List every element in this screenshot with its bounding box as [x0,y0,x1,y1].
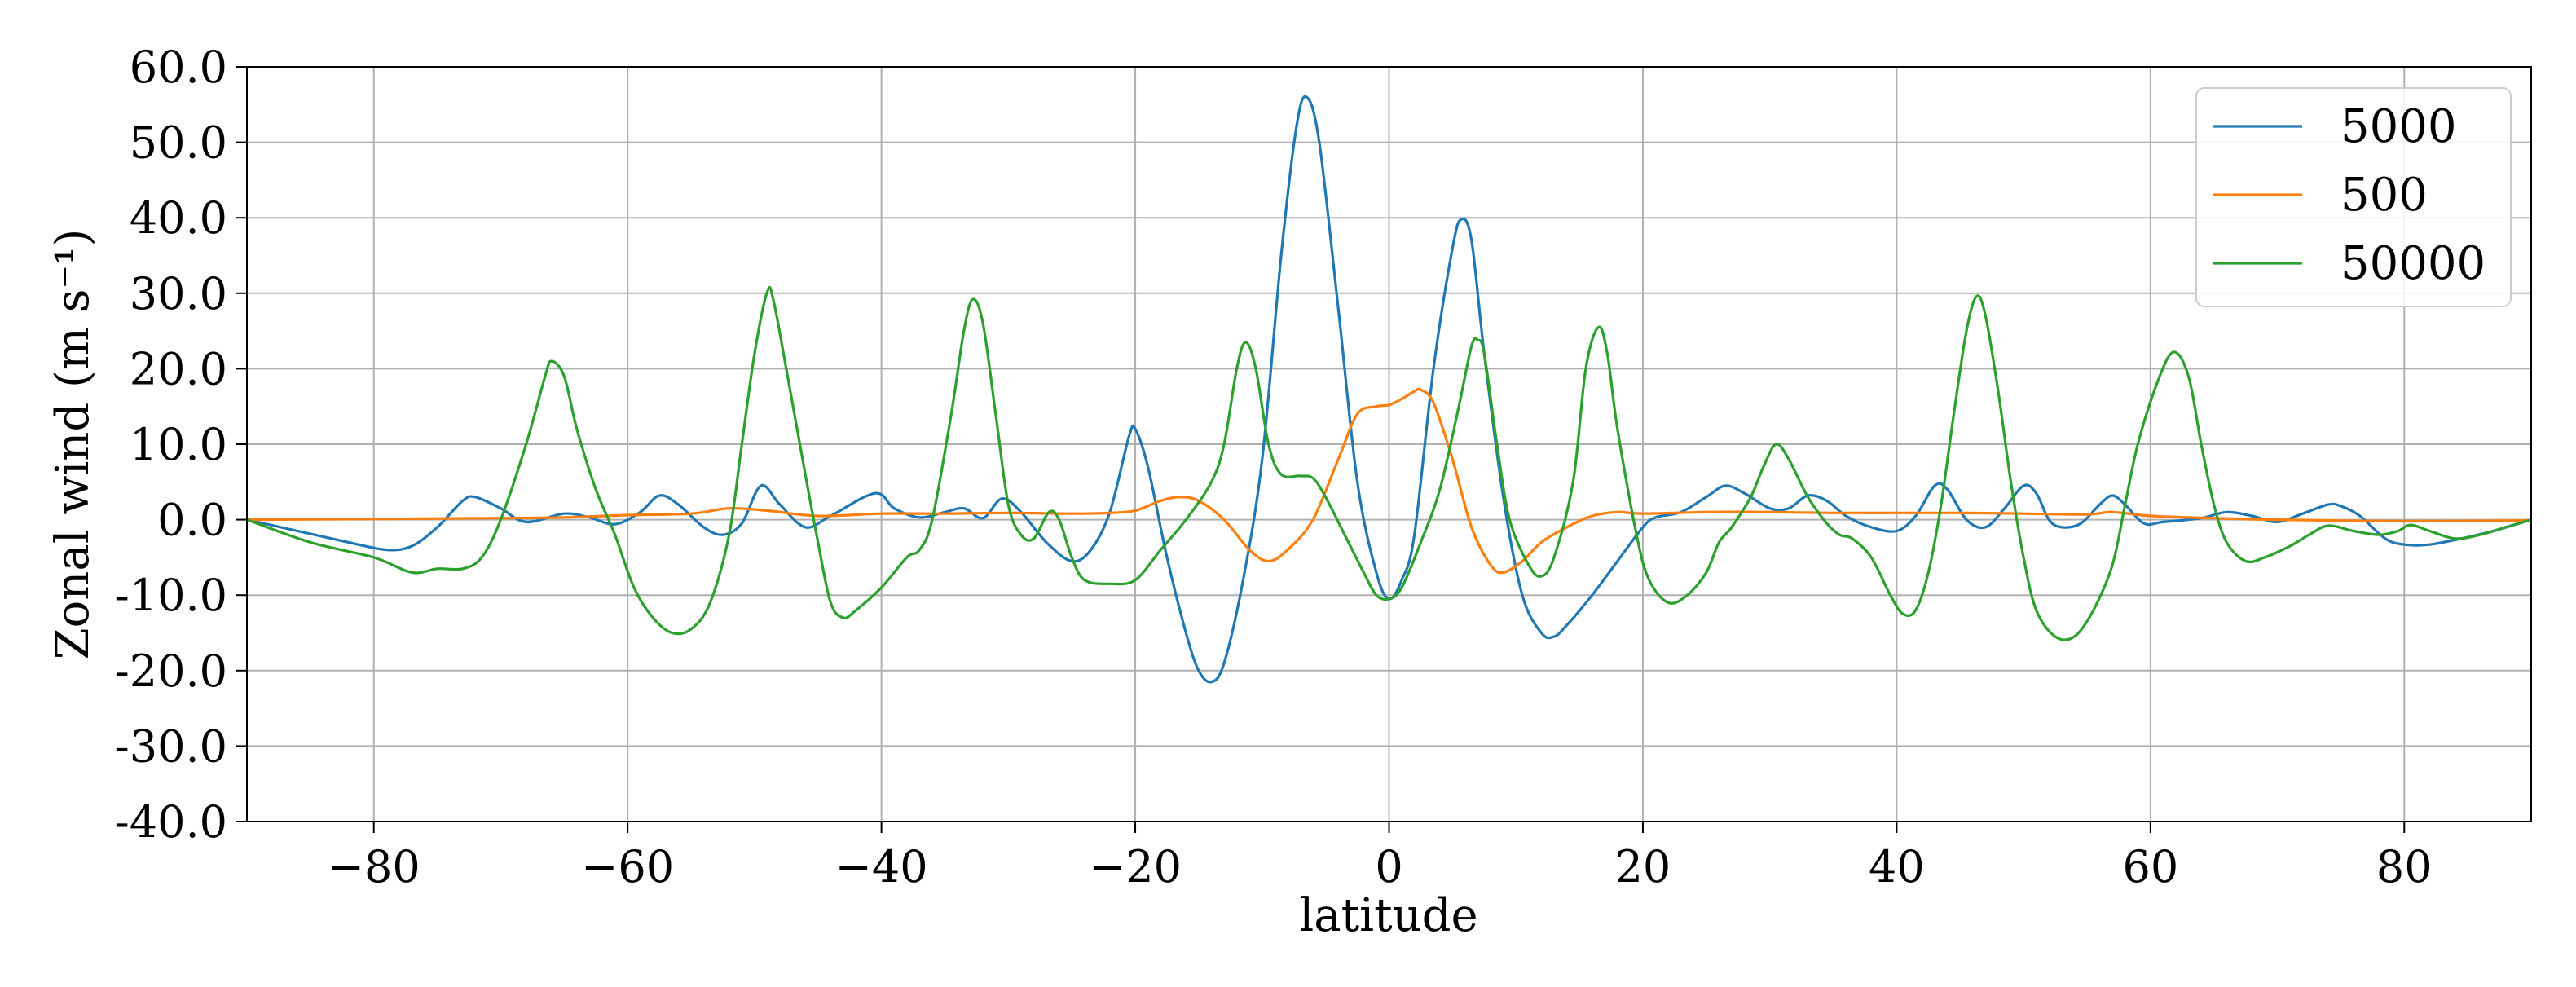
y-tick-label: 20.0 [130,343,227,394]
legend: 5000 500 50000 [2195,87,2512,307]
x-tick-label: 40 [1869,841,1925,892]
legend-label-50000: 50000 [2340,237,2486,290]
series-line-5000 [246,95,2532,684]
y-axis-ticks: -40.0 -30.0 -20.0 -10.0 0.0 10.0 20.0 30.0 40.0 5… [115,42,247,848]
y-axis-label: Zonal wind (m s⁻¹) [46,229,99,660]
x-tick-label: −40 [835,841,928,892]
y-tick-label: 50.0 [130,117,227,169]
series-lines [246,95,2532,684]
x-tick-label: −60 [581,841,674,892]
y-tick-label: -10.0 [115,570,227,621]
y-tick-label: 40.0 [130,192,227,244]
y-tick-label: -40.0 [115,796,227,848]
series-line-50000 [246,285,2532,641]
x-axis-label: latitude [1299,889,1477,942]
x-axis-ticks: −80 −60 −40 −20 0 20 40 60 80 [328,822,2433,892]
legend-box [2195,87,2512,307]
legend-label-500: 500 [2340,169,2428,222]
x-tick-label: −20 [1089,841,1182,892]
x-tick-label: 60 [2122,841,2178,892]
y-tick-label: 60.0 [130,42,227,93]
legend-label-5000: 5000 [2340,100,2457,153]
series-line-500 [246,387,2532,575]
y-tick-label: 0.0 [157,495,227,546]
y-tick-label: 30.0 [130,268,227,319]
y-tick-label: -20.0 [115,646,227,697]
x-tick-label: 20 [1615,841,1671,892]
x-tick-label: −80 [328,841,421,892]
y-tick-label: 10.0 [130,419,227,470]
y-tick-label: -30.0 [115,720,227,772]
x-tick-label: 80 [2376,841,2433,892]
x-tick-label: 0 [1375,841,1402,892]
grid-lines [247,66,2531,822]
